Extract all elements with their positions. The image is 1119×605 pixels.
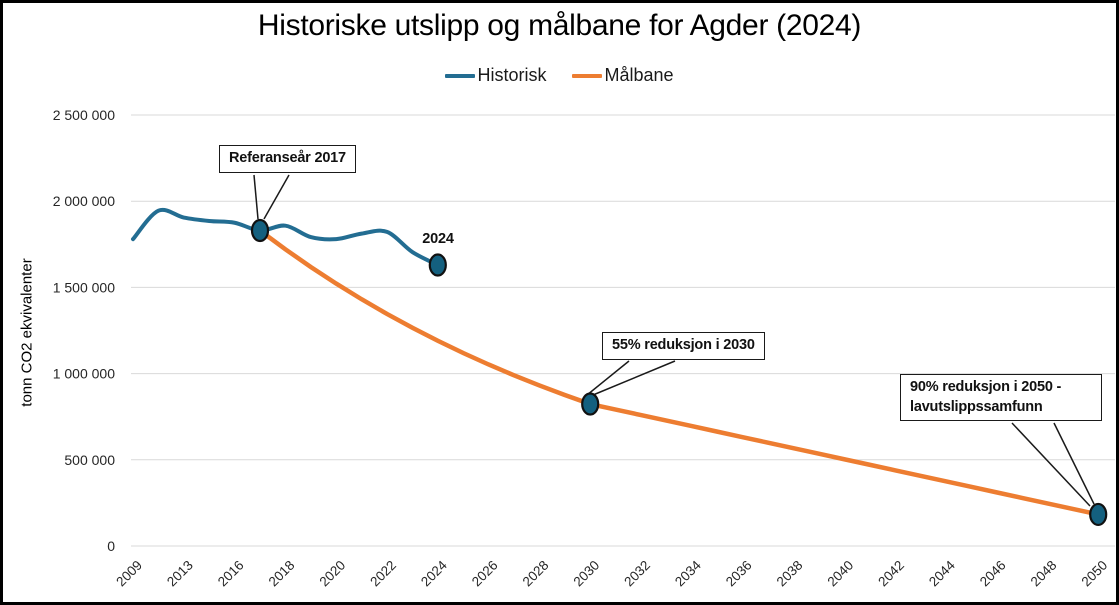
callout-pointer-2017 [253, 174, 259, 220]
chart-plot-area: 0 500 000 1 000 000 1 500 000 2 000 000 2 500… [53, 107, 1115, 589]
x-tick-label: 2030 [570, 558, 602, 590]
y-tick-label: 2 000 000 [53, 193, 115, 209]
marker-2030 [581, 392, 600, 416]
y-tick-label: 500 000 [64, 452, 115, 468]
x-tick-label: 2026 [469, 558, 501, 590]
callout-pointers [253, 174, 1095, 507]
x-tick-label: 2038 [774, 558, 806, 590]
y-tick-label: 0 [107, 538, 115, 554]
legend: Historisk Målbane [3, 65, 1116, 86]
x-tick-label: 2036 [723, 558, 755, 590]
x-tick-label: 2013 [164, 558, 196, 590]
x-tick-label: 2042 [875, 558, 907, 590]
x-tick-label: 2046 [977, 558, 1009, 590]
y-tick-label: 1 000 000 [53, 366, 115, 382]
x-tick-label: 2016 [215, 558, 247, 590]
historisk-line [131, 207, 440, 267]
callout-pointer-2030 [586, 360, 630, 396]
x-tick-label: 2009 [113, 558, 145, 590]
x-tick-label: 2028 [520, 558, 552, 590]
legend-label-malbane: Målbane [604, 65, 674, 85]
data-series [131, 207, 1101, 517]
data-point-markers [250, 218, 1108, 527]
x-tick-label: 2044 [926, 557, 958, 589]
label-2024-point: 2024 [422, 231, 454, 247]
marker-2017 [250, 218, 270, 243]
marker-2024 [428, 253, 447, 277]
x-tick-label: 2018 [266, 558, 298, 590]
axis-tick-labels: 0 500 000 1 000 000 1 500 000 2 000 000 2 500… [53, 107, 1111, 589]
x-tick-label: 2048 [1028, 558, 1060, 590]
gridlines [131, 114, 1115, 547]
malbane-line-swatch-icon [572, 73, 603, 78]
y-tick-label: 2 500 000 [53, 107, 115, 123]
x-tick-label: 2022 [367, 558, 399, 590]
callout-pointer-2017 [263, 174, 290, 220]
callout-pointer-2030 [592, 360, 676, 396]
x-tick-label: 2040 [824, 558, 856, 590]
x-tick-label: 2050 [1078, 558, 1110, 590]
legend-label-historisk: Historisk [477, 65, 547, 85]
callout-referansear-2017: Referanseår 2017 [219, 145, 356, 173]
legend-item-malbane: Målbane [572, 65, 674, 86]
y-tick-label: 1 500 000 [53, 279, 115, 295]
callout-pointer-2050 [1053, 422, 1095, 505]
marker-2050 [1089, 502, 1108, 527]
callout-55-reduksjon-2030: 55% reduksjon i 2030 [602, 332, 765, 360]
callout-pointer-2050 [1011, 422, 1091, 507]
chart-title: Historiske utslipp og målbane for Agder … [257, 9, 862, 42]
x-tick-label: 2024 [418, 557, 450, 589]
x-tick-label: 2032 [621, 558, 653, 590]
callout-90-reduksjon-2050: 90% reduksjon i 2050 - lavutslippssamfun… [900, 374, 1102, 422]
x-tick-label: 2034 [672, 557, 704, 589]
legend-item-historisk: Historisk [445, 65, 546, 86]
malbane-line [257, 228, 1101, 517]
historisk-line-swatch-icon [445, 73, 476, 78]
x-tick-label: 2020 [316, 558, 348, 590]
